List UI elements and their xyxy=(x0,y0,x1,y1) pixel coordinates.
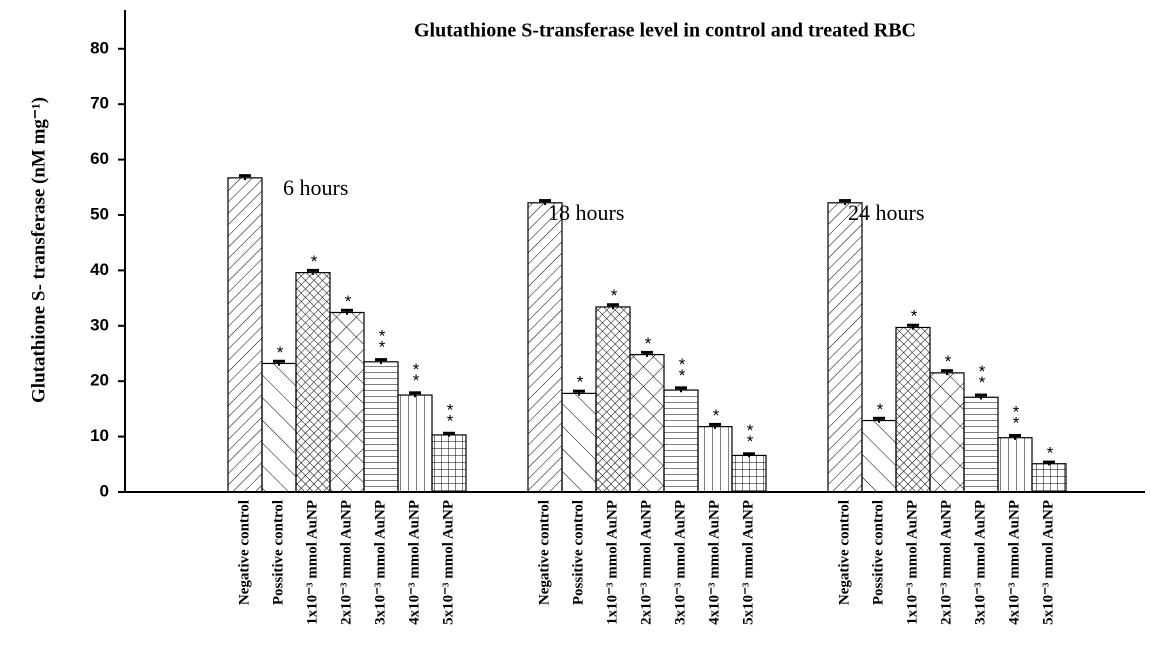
x-tick-label: 4x10⁻³ mmol AuNP xyxy=(706,500,722,625)
x-tick-label: 5x10⁻³ mmol AuNP xyxy=(740,500,756,625)
y-tick-label: 80 xyxy=(90,38,109,57)
bar xyxy=(227,177,263,493)
bar xyxy=(963,396,999,493)
bar xyxy=(1031,463,1067,493)
bar xyxy=(595,306,631,493)
y-tick-label: 60 xyxy=(90,149,109,168)
bar xyxy=(629,354,665,493)
significance-marker: ** xyxy=(407,360,426,382)
x-tick-label: Negative control xyxy=(536,500,552,605)
x-tick-label: 3x10⁻³ mmol AuNP xyxy=(372,500,388,625)
significance-marker: ** xyxy=(441,400,460,422)
x-tick-label: 2x10⁻³ mmol AuNP xyxy=(338,500,354,625)
significance-marker: * xyxy=(271,343,290,354)
significance-marker: * xyxy=(939,352,958,363)
x-tick-label: 5x10⁻³ mmol AuNP xyxy=(1040,500,1056,625)
bar xyxy=(431,434,467,493)
bar xyxy=(261,362,297,493)
significance-marker: * xyxy=(905,307,924,318)
x-tick-label: 3x10⁻³ mmol AuNP xyxy=(672,500,688,625)
x-tick-label: 1x10⁻³ mmol AuNP xyxy=(904,500,920,625)
significance-marker: * xyxy=(305,252,324,263)
x-tick-label: 3x10⁻³ mmol AuNP xyxy=(972,500,988,625)
x-tick-label: Negative control xyxy=(836,500,852,605)
group-label: 24 hours xyxy=(848,200,924,225)
x-tick-label: 4x10⁻³ mmol AuNP xyxy=(1006,500,1022,625)
group-label: 18 hours xyxy=(548,200,624,225)
significance-marker: * xyxy=(1041,444,1060,455)
bar xyxy=(561,392,597,493)
x-tick-label: 2x10⁻³ mmol AuNP xyxy=(938,500,954,625)
y-tick-label: 40 xyxy=(90,260,109,279)
significance-marker: * xyxy=(707,406,726,417)
bar xyxy=(827,202,863,493)
significance-marker: ** xyxy=(973,362,992,384)
bar xyxy=(329,311,365,493)
x-tick-label: Possitive control xyxy=(270,500,286,605)
x-tick-label: 1x10⁻³ mmol AuNP xyxy=(304,500,320,625)
significance-marker: * xyxy=(339,292,358,303)
significance-marker: ** xyxy=(373,327,392,349)
bar xyxy=(527,202,563,493)
bar xyxy=(663,389,699,493)
x-tick-label: Negative control xyxy=(236,500,252,605)
significance-marker: * xyxy=(571,373,590,384)
y-tick-label: 30 xyxy=(90,315,109,334)
significance-marker: ** xyxy=(673,355,692,377)
significance-marker: ** xyxy=(741,421,760,443)
bar xyxy=(929,372,965,493)
y-tick-label: 10 xyxy=(90,426,109,445)
bar xyxy=(397,394,433,493)
significance-marker: * xyxy=(871,400,890,411)
x-tick-label: 2x10⁻³ mmol AuNP xyxy=(638,500,654,625)
y-tick-label: 0 xyxy=(100,481,109,500)
x-tick-label: Possitive control xyxy=(870,500,886,605)
bar xyxy=(997,437,1033,493)
bar xyxy=(895,326,931,493)
x-tick-label: Possitive control xyxy=(570,500,586,605)
significance-marker: * xyxy=(605,286,624,297)
y-tick-label: 70 xyxy=(90,94,109,113)
y-tick-label: 50 xyxy=(90,204,109,223)
x-tick-label: 1x10⁻³ mmol AuNP xyxy=(604,500,620,625)
bar xyxy=(363,361,399,493)
significance-marker: ** xyxy=(1007,402,1026,424)
y-axis-label: Glutathione S- transferase (nM mg⁻¹) xyxy=(28,97,49,403)
group-label: 6 hours xyxy=(283,175,348,200)
x-tick-label: 4x10⁻³ mmol AuNP xyxy=(406,500,422,625)
bar xyxy=(697,426,733,493)
x-tick-label: 5x10⁻³ mmol AuNP xyxy=(440,500,456,625)
chart-title: Glutathione S-transferase level in contr… xyxy=(414,20,916,42)
bar xyxy=(731,454,767,493)
bar xyxy=(861,419,897,493)
y-tick-label: 20 xyxy=(90,371,109,390)
significance-marker: * xyxy=(639,334,658,345)
bar xyxy=(295,272,331,493)
